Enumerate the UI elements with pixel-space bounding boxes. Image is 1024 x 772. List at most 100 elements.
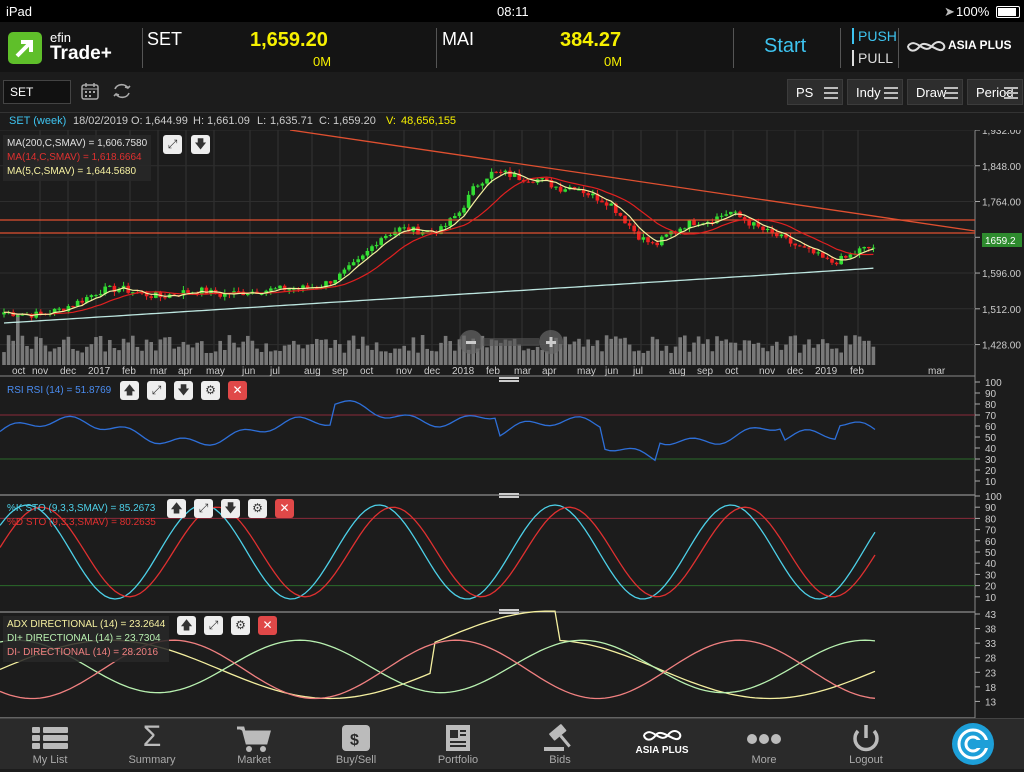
info-volume-label: V: — [386, 115, 396, 127]
volume-bar — [420, 335, 425, 365]
nav-asia-plus[interactable]: ASIA PLUS — [612, 719, 712, 769]
expand-price-panel-icon[interactable]: ⤢ — [163, 135, 182, 154]
candle-body — [512, 173, 517, 177]
expand-sto-icon[interactable]: ⤢ — [194, 499, 213, 518]
candle-body — [80, 300, 84, 303]
volume-bar — [466, 349, 471, 365]
volume-bar — [48, 351, 52, 365]
expand-rsi-icon[interactable]: ⤢ — [147, 381, 166, 400]
candle-body — [98, 293, 103, 296]
nav-label: Bids — [549, 754, 571, 766]
move-up-rsi-icon[interactable]: 🡅 — [120, 381, 139, 400]
x-axis-label: apr — [542, 366, 557, 377]
volume-bar — [871, 346, 876, 365]
volume-bar — [149, 342, 153, 365]
nav-more[interactable]: More — [714, 719, 814, 769]
volume-bar — [512, 338, 517, 365]
volume-bar — [227, 335, 232, 365]
volume-bar — [361, 336, 365, 365]
candle-body — [600, 200, 604, 203]
info-high: 1,661.09 — [207, 115, 250, 127]
scroll-left-handle[interactable] — [459, 330, 483, 354]
set-index-name: SET — [147, 29, 183, 49]
candle-body — [342, 269, 347, 274]
period-button[interactable]: Period — [967, 79, 1023, 105]
candle-body — [807, 247, 811, 249]
ps-button[interactable]: PS — [787, 79, 843, 105]
candle-body — [62, 308, 66, 312]
settings-adx-icon[interactable]: ⚙ — [231, 616, 250, 635]
move-up-adx-icon[interactable]: 🡅 — [177, 616, 196, 635]
panel-resize-handle[interactable] — [499, 609, 519, 614]
move-down-price-panel-icon[interactable]: 🡇 — [191, 135, 210, 154]
x-axis-label: feb — [486, 366, 500, 377]
volume-bar — [618, 338, 623, 365]
nav-bids[interactable]: Bids — [510, 719, 610, 769]
settings-rsi-icon[interactable]: ⚙ — [201, 381, 220, 400]
asiaplus-icon — [643, 730, 682, 741]
volume-bar — [756, 342, 761, 365]
assistive-touch-icon[interactable] — [950, 721, 996, 767]
x-axis-label: dec — [787, 366, 803, 377]
nav-logout[interactable]: Logout — [816, 719, 916, 769]
candle-body — [503, 170, 508, 173]
info-high-label: H: — [193, 115, 204, 127]
pull-toggle[interactable]: PULL — [858, 50, 894, 66]
move-down-rsi-icon[interactable]: 🡇 — [174, 381, 193, 400]
nav-portfolio[interactable]: Portfolio — [408, 719, 508, 769]
candle-body — [149, 296, 153, 298]
start-button[interactable]: Start — [764, 35, 807, 57]
volume-bar — [425, 348, 429, 365]
candle-body — [508, 170, 512, 177]
rsi-y-label: 20 — [985, 466, 997, 477]
candle-body — [16, 315, 20, 317]
move-down-sto-icon[interactable]: 🡇 — [221, 499, 240, 518]
volume-bar — [742, 340, 747, 365]
nav-market[interactable]: Market — [204, 719, 304, 769]
close-adx-icon[interactable]: ✕ — [258, 616, 277, 635]
ma200-line — [3, 267, 874, 324]
y-axis-label: 1,848.00 — [982, 162, 1021, 173]
scroll-track[interactable] — [483, 338, 539, 346]
sto-y-label: 30 — [985, 570, 997, 581]
volume-bar — [531, 349, 535, 365]
candle-body — [614, 203, 618, 213]
refresh-icon[interactable] — [111, 81, 133, 101]
volume-bar — [2, 352, 6, 365]
candle-body — [236, 291, 241, 293]
market-header: efin Trade+ SET 1,659.20 0M MAI 384.27 0… — [0, 22, 1024, 73]
volume-bar — [733, 342, 738, 365]
panel-resize-handle[interactable] — [499, 377, 519, 382]
close-rsi-icon[interactable]: ✕ — [228, 381, 247, 400]
candle-body — [775, 232, 779, 237]
chart-toolbar: PS Indy Draw Period — [0, 72, 1024, 113]
calendar-icon[interactable] — [80, 81, 100, 101]
chart-canvas[interactable]: oct nov dec 2017 feb mar apr may jun jul aug sep oct… — [0, 130, 1024, 718]
volume-bar — [586, 339, 590, 365]
x-axis-label: 2017 — [88, 366, 111, 377]
ios-status-bar: iPad 08:11 ➤ 100% — [0, 0, 1024, 22]
volume-bar — [710, 351, 715, 365]
push-toggle[interactable]: PUSH — [858, 28, 897, 44]
volume-bar — [687, 351, 692, 365]
symbol-input[interactable] — [3, 80, 71, 104]
nav-summary[interactable]: Σ Summary — [102, 719, 202, 769]
scroll-right-handle[interactable] — [539, 330, 563, 354]
sto-d-legend: %D STO (9,3,3,SMAV) = 80.2635 — [7, 517, 156, 528]
nav-buy-sell[interactable]: $ Buy/Sell — [306, 719, 406, 769]
draw-button[interactable]: Draw — [907, 79, 963, 105]
adx-y-label: 13 — [985, 697, 997, 708]
indy-button[interactable]: Indy — [847, 79, 903, 105]
panel-resize-handle[interactable] — [499, 493, 519, 498]
close-sto-icon[interactable]: ✕ — [275, 499, 294, 518]
adx-y-label: 28 — [985, 654, 997, 665]
volume-bar — [140, 350, 144, 365]
x-axis-label: nov — [396, 366, 412, 377]
y-axis-label: 1,512.00 — [982, 305, 1021, 316]
expand-adx-icon[interactable]: ⤢ — [204, 616, 223, 635]
move-up-sto-icon[interactable]: 🡅 — [167, 499, 186, 518]
volume-bar — [784, 344, 788, 365]
nav-my-list[interactable]: My List — [0, 719, 100, 769]
asia-plus-logo: ASIA PLUS — [904, 34, 1020, 60]
settings-sto-icon[interactable]: ⚙ — [248, 499, 267, 518]
